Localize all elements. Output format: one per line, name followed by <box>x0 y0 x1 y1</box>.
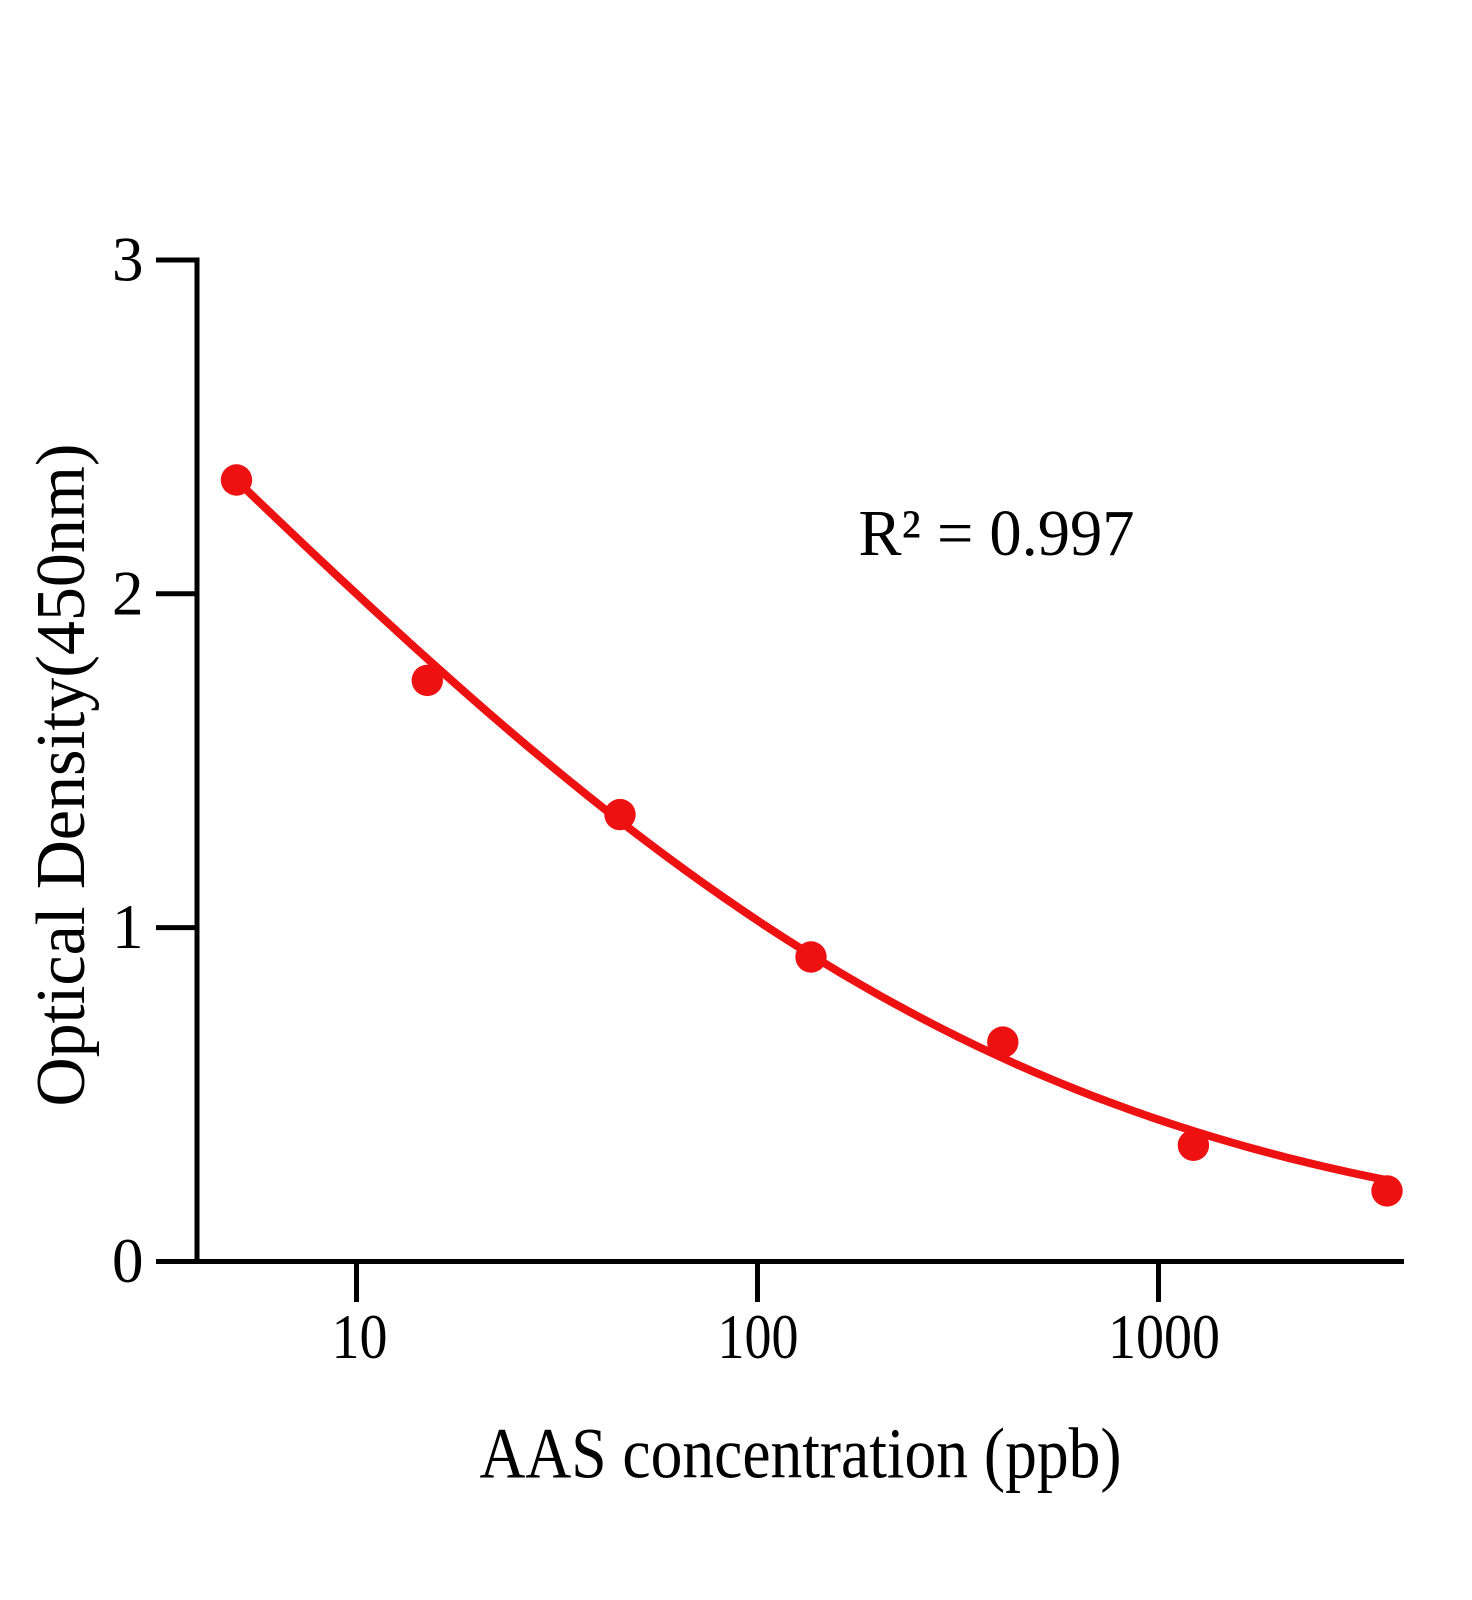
svg-text:Optical Density(450nm): Optical Density(450nm) <box>23 444 100 1107</box>
svg-text:0: 0 <box>112 1226 144 1296</box>
svg-text:10: 10 <box>332 1302 388 1372</box>
svg-text:AAS concentration (ppb): AAS concentration (ppb) <box>480 1414 1122 1494</box>
svg-text:1000: 1000 <box>1108 1302 1220 1372</box>
svg-text:1: 1 <box>112 892 144 962</box>
svg-text:100: 100 <box>718 1302 799 1372</box>
svg-text:3: 3 <box>112 225 144 295</box>
svg-text:R² = 0.997: R² = 0.997 <box>859 497 1135 570</box>
svg-text:2: 2 <box>112 558 144 628</box>
